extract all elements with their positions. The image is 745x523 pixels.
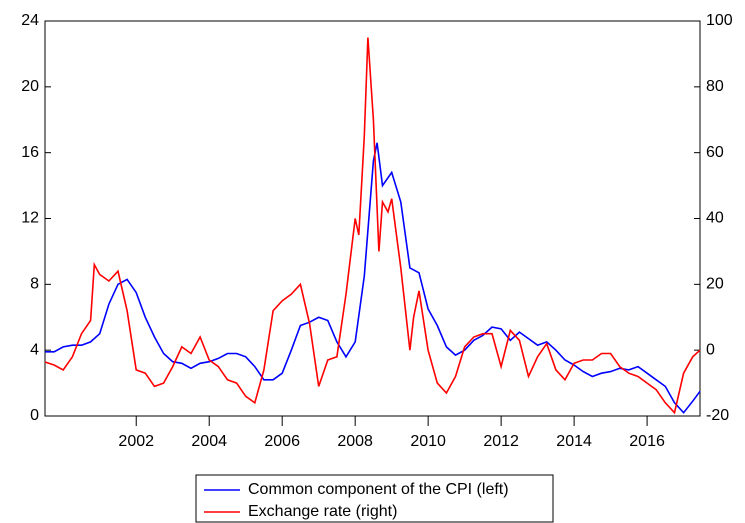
x-tick-label: 2008 xyxy=(337,433,373,450)
y2-tick-label: 0 xyxy=(706,341,715,358)
x-tick-label: 2012 xyxy=(483,433,519,450)
series-line xyxy=(44,37,701,415)
x-tick-label: 2004 xyxy=(191,433,227,450)
y-tick-label: 24 xyxy=(21,12,39,29)
y-tick-label: 0 xyxy=(30,407,39,424)
y-tick-label: 4 xyxy=(30,341,39,358)
y-tick-label: 16 xyxy=(21,144,39,161)
y2-tick-label: -20 xyxy=(706,407,729,424)
legend-box xyxy=(195,474,554,523)
x-tick-label: 2010 xyxy=(410,433,446,450)
x-tick-label: 2006 xyxy=(264,433,300,450)
y2-tick-label: 20 xyxy=(706,276,724,293)
y2-tick-label: 80 xyxy=(706,78,724,95)
plot-frame xyxy=(44,20,701,417)
y-tick-label: 12 xyxy=(21,210,39,227)
x-tick-label: 2014 xyxy=(556,433,592,450)
y2-tick-label: 40 xyxy=(706,210,724,227)
legend-label: Common component of the CPI (left) xyxy=(248,481,509,498)
y-tick-label: 20 xyxy=(21,78,39,95)
y2-tick-label: 60 xyxy=(706,144,724,161)
legend-label: Exchange rate (right) xyxy=(248,503,397,520)
x-tick-label: 2016 xyxy=(629,433,665,450)
y-tick-label: 8 xyxy=(30,276,39,293)
y2-tick-label: 100 xyxy=(706,12,733,29)
x-tick-label: 2002 xyxy=(118,433,154,450)
